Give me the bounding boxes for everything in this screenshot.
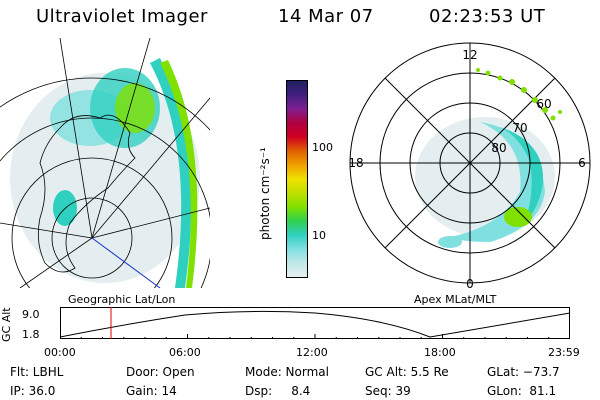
door-status: Door: Open (126, 365, 195, 379)
gain-status: Gain: 14 (126, 384, 177, 398)
polar-grid (349, 42, 591, 284)
polar-ring-label-80: 80 (491, 141, 506, 155)
colorbar-unit-label: photon cm⁻²s⁻¹ (258, 147, 272, 240)
altitude-xtick: 00:00 (44, 346, 76, 359)
left-map-title: Geographic Lat/Lon (68, 293, 176, 306)
polar-label-top: 12 (462, 48, 477, 62)
filter-status: Flt: LBHL (10, 365, 64, 379)
altitude-ytick-bottom: 1.8 (22, 328, 40, 341)
altitude-xtick: 06:00 (169, 346, 201, 359)
altitude-xtick: 12:00 (296, 346, 328, 359)
terminator-line (91, 237, 161, 288)
geographic-map (0, 38, 210, 288)
dsp-status: Dsp: 8.4 (245, 384, 311, 398)
polar-label-bottom: 0 (466, 277, 474, 291)
polar-map: 12 18 6 0 60 70 80 (348, 42, 591, 291)
time-label: 02:23:53 UT (429, 6, 546, 27)
glon-status: GLon: 81.1 (487, 384, 557, 398)
gc-alt-status: GC Alt: 5.5 Re (365, 365, 449, 379)
polar-label-left: 18 (348, 156, 363, 170)
aurora-patch (438, 236, 462, 248)
aurora-arc (160, 60, 198, 288)
aurora-patch (504, 207, 532, 227)
altitude-plot (60, 307, 570, 339)
instrument-title: Ultraviolet Imager (36, 6, 208, 27)
altitude-ylabel: GC Alt (0, 307, 13, 342)
aurora-patch (115, 83, 155, 133)
ip-status: IP: 36.0 (10, 384, 56, 398)
colorbar-tick-100: 100 (312, 141, 333, 154)
aurora-dots (476, 68, 562, 121)
right-map-title: Apex MLat/MLT (414, 293, 497, 306)
glat-status: GLat: −73.7 (487, 365, 560, 379)
date-label: 14 Mar 07 (278, 6, 374, 27)
altitude-ytick-top: 9.0 (22, 308, 40, 321)
seq-status: Seq: 39 (365, 384, 411, 398)
polar-ring-label-70: 70 (512, 121, 527, 135)
colorbar-tick-10: 10 (312, 229, 326, 242)
mode-status: Mode: Normal (245, 365, 329, 379)
aurora-oval (500, 127, 544, 222)
altitude-curve (60, 310, 570, 338)
polar-label-right: 6 (578, 156, 586, 170)
altitude-xtick: 18:00 (424, 346, 456, 359)
polar-ring-label-60: 60 (536, 97, 551, 111)
colorbar (286, 80, 308, 278)
altitude-xtick: 23:59 (548, 346, 580, 359)
